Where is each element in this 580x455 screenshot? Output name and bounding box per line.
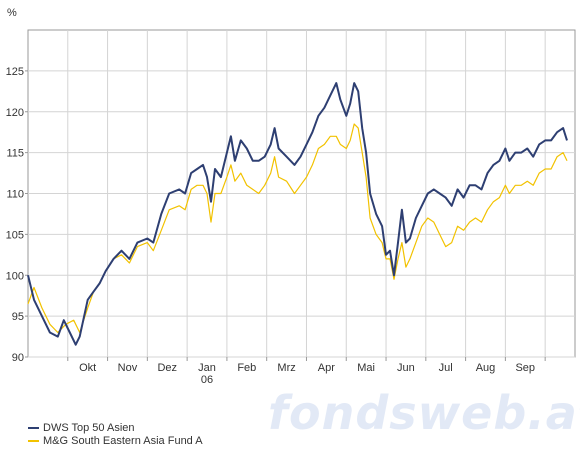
legend-label-mg: M&G South Eastern Asia Fund A <box>43 434 203 447</box>
legend-label-dws: DWS Top 50 Asien <box>43 421 135 434</box>
y-axis-ticks: 90 95 100 105 110 115 120 125 <box>6 66 28 364</box>
y-tick-label: 95 <box>12 311 24 323</box>
x-tick-label: Apr <box>318 362 335 374</box>
legend-swatch-mg <box>28 439 39 442</box>
x-tick-label: Nov <box>118 362 138 374</box>
x-axis-ticks: Okt Nov Dez Jan Feb Mrz Apr Mai Jun Jul Aug Sep 06 <box>67 357 546 386</box>
series-line-dws <box>27 82 568 346</box>
y-axis-label: % <box>7 7 17 19</box>
x-tick-label: Aug <box>476 362 496 374</box>
x-tick-label: Jun <box>397 362 415 374</box>
y-tick-label: 120 <box>6 107 24 119</box>
x-tick-label: Feb <box>237 362 256 374</box>
legend-swatch-dws <box>28 426 39 429</box>
watermark-logo: fondsweb.at <box>268 386 580 440</box>
y-tick-label: 90 <box>12 352 24 364</box>
line-chart: 90 95 100 105 110 115 120 125 Okt Nov Dez Jan Feb Mr… <box>6 7 576 386</box>
series-line-mg <box>27 123 568 334</box>
x-year-label: 06 <box>201 374 213 386</box>
x-tick-label: Okt <box>79 362 96 374</box>
x-tick-label: Sep <box>515 362 535 374</box>
y-tick-label: 125 <box>6 66 24 78</box>
x-tick-label: Jul <box>439 362 453 374</box>
y-tick-label: 100 <box>6 270 24 282</box>
x-tick-label: Mai <box>357 362 375 374</box>
x-tick-label: Jan <box>198 362 216 374</box>
legend-item-mg: M&G South Eastern Asia Fund A <box>28 434 203 447</box>
y-tick-label: 105 <box>6 229 24 241</box>
legend: DWS Top 50 Asien M&G South Eastern Asia … <box>28 421 203 447</box>
y-tick-label: 115 <box>6 148 24 160</box>
x-tick-label: Dez <box>157 362 177 374</box>
series-lines <box>27 82 568 346</box>
y-tick-label: 110 <box>6 189 24 201</box>
legend-item-dws: DWS Top 50 Asien <box>28 421 203 434</box>
x-tick-label: Mrz <box>277 362 295 374</box>
